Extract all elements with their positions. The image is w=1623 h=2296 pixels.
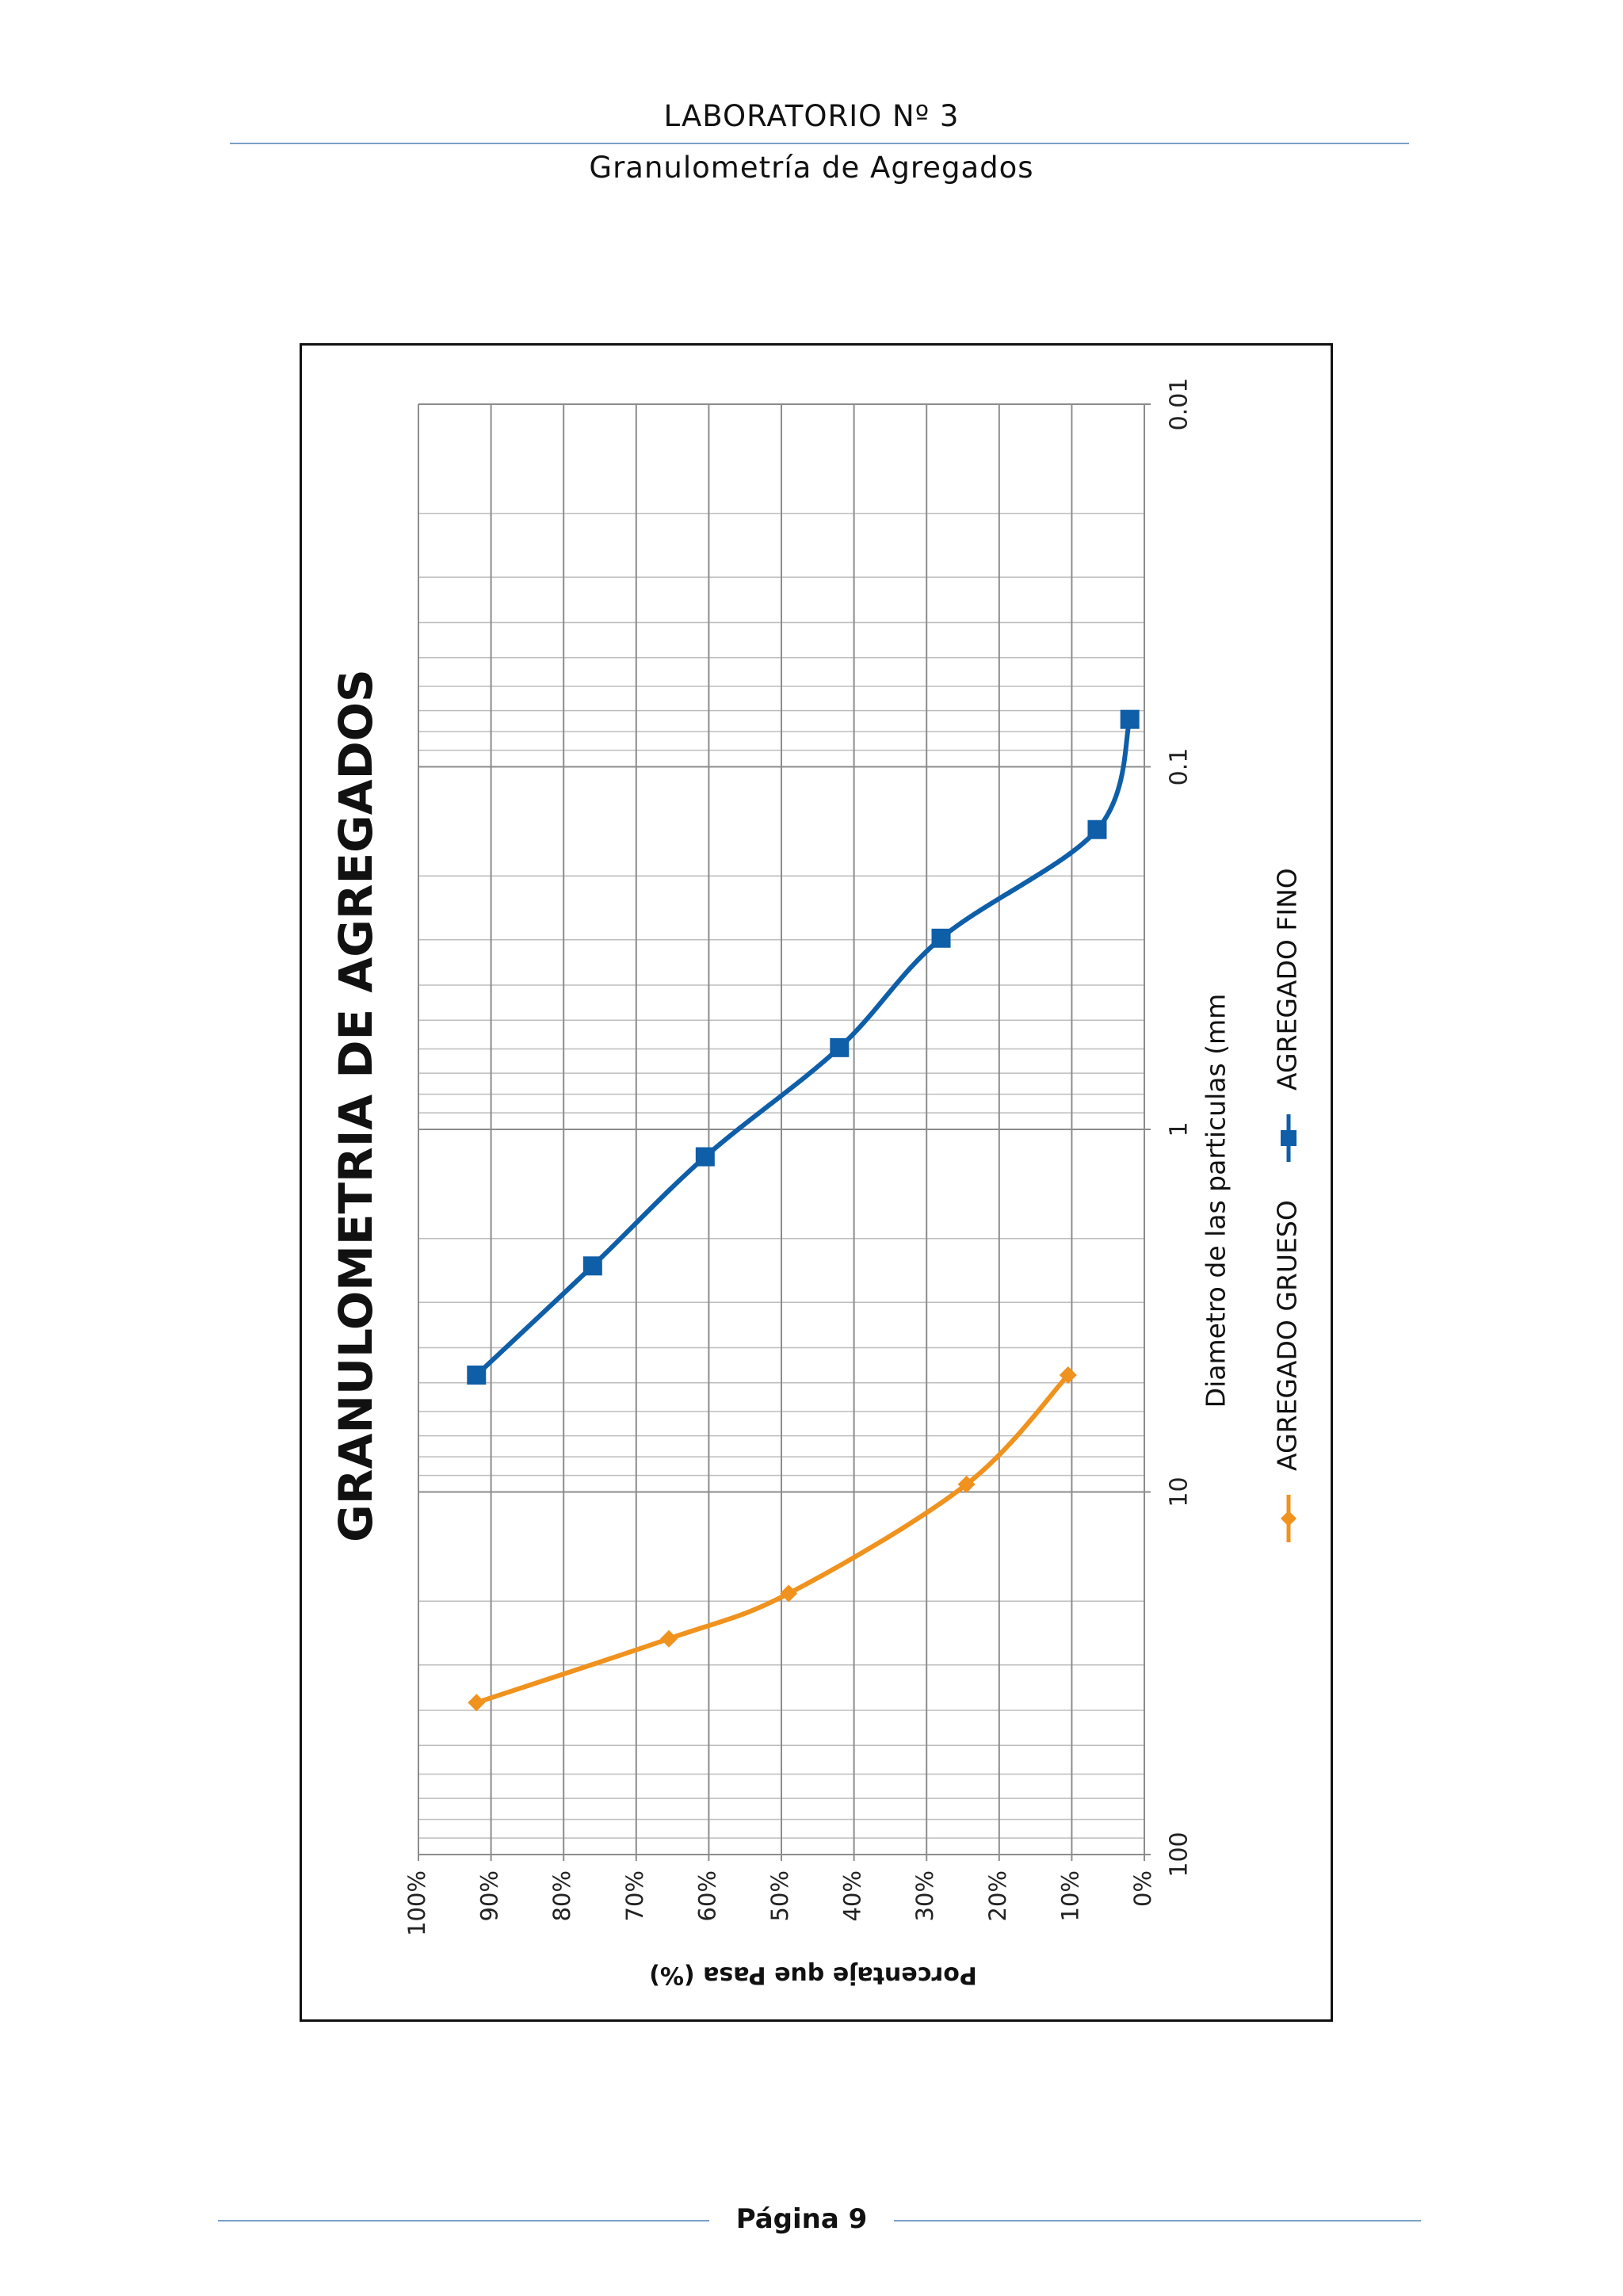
- x-tick-label: 10: [1166, 1477, 1193, 1507]
- y-tick-label: 60%: [693, 1870, 720, 1921]
- series-point-0: [660, 1629, 678, 1648]
- header-divider: [230, 143, 1409, 144]
- y-tick-label: 40%: [839, 1870, 866, 1921]
- legend: AGREGADO GRUESO AGREGADO FINO: [1272, 868, 1303, 1542]
- x-tick-label: 100: [1166, 1832, 1193, 1877]
- y-tick-label: 30%: [911, 1870, 938, 1921]
- chart-frame: 100 10 1 0.1 0.01 0% 10% 20% 30% 40% 50% 60% 70% 80% 9…: [300, 343, 1333, 2022]
- x-tick-label: 0.1: [1166, 748, 1193, 786]
- series-point-1: [582, 1256, 602, 1276]
- series-line-0: [475, 1373, 1071, 1706]
- legend-swatch-marker-1: [1281, 1130, 1296, 1146]
- series-point-0: [780, 1584, 798, 1603]
- legend-swatch-marker-0: [1281, 1511, 1296, 1526]
- footer-divider-right: [894, 2220, 1421, 2222]
- footer-divider-left: [218, 2220, 709, 2222]
- header-subtitle: Granulometría de Agregados: [589, 151, 1034, 185]
- page-number: Página 9: [735, 2203, 868, 2235]
- x-tick-label: 1: [1166, 1121, 1193, 1137]
- y-tick-label: 20%: [984, 1870, 1011, 1921]
- y-axis-label: Porcentaje que Pasa (%): [649, 1962, 977, 1989]
- header-title: LABORATORIO Nº 3: [663, 99, 960, 133]
- chart-title: GRANULOMETRIA DE AGREGADOS: [329, 669, 383, 1542]
- series-point-0: [957, 1475, 976, 1493]
- y-tick-label: 80%: [548, 1870, 575, 1921]
- series-point-1: [695, 1147, 715, 1167]
- series-point-0: [1059, 1366, 1077, 1385]
- series-point-1: [931, 928, 951, 948]
- series-point-0: [468, 1694, 486, 1712]
- y-tick-label: 90%: [476, 1870, 503, 1921]
- series-layer: [467, 709, 1140, 1712]
- legend-label-1: AGREGADO FINO: [1272, 868, 1303, 1091]
- granulometry-chart: 100 10 1 0.1 0.01 0% 10% 20% 30% 40% 50% 60% 70% 80% 9…: [329, 378, 1303, 1989]
- series-line-1: [475, 718, 1132, 1377]
- series-point-1: [467, 1366, 487, 1385]
- series-point-1: [1087, 819, 1107, 839]
- x-tick-label: 0.01: [1166, 378, 1193, 431]
- legend-label-0: AGREGADO GRUESO: [1272, 1200, 1303, 1471]
- series-point-1: [830, 1037, 850, 1057]
- y-tick-label: 0%: [1129, 1870, 1156, 1907]
- series-point-1: [1120, 709, 1140, 729]
- grid-major-lines: [418, 403, 1151, 1861]
- y-tick-label: 100%: [403, 1870, 430, 1936]
- y-tick-label: 50%: [766, 1870, 793, 1921]
- tick-labels: 100 10 1 0.1 0.01 0% 10% 20% 30% 40% 50% 60% 70% 80% 9…: [403, 378, 1193, 1936]
- x-axis-label: Diametro de las particulas (mm: [1201, 994, 1232, 1408]
- y-tick-label: 10%: [1056, 1870, 1083, 1921]
- y-tick-label: 70%: [621, 1870, 648, 1921]
- text-layer: GRANULOMETRIA DE AGREGADOS Diametro de la…: [329, 669, 1231, 1988]
